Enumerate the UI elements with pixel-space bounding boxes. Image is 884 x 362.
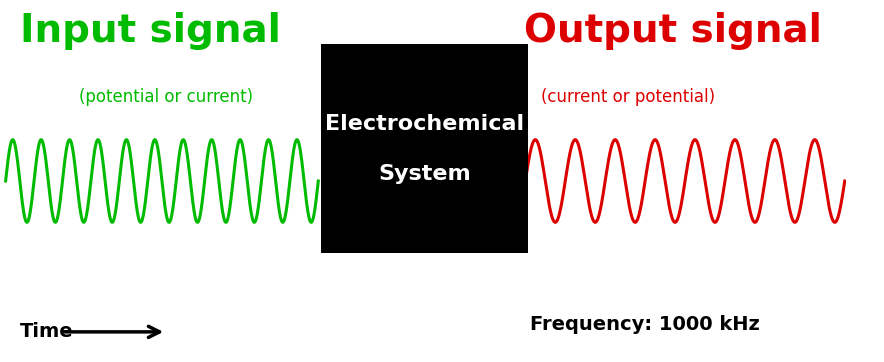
Text: System: System	[378, 164, 470, 184]
Text: Output signal: Output signal	[523, 12, 821, 50]
Text: Time: Time	[20, 323, 73, 341]
Bar	[321, 45, 528, 253]
Text: Electrochemical: Electrochemical	[324, 114, 524, 134]
Text: (potential or current): (potential or current)	[80, 88, 253, 106]
Text: Input signal: Input signal	[20, 12, 281, 50]
Text: (current or potential): (current or potential)	[540, 88, 714, 106]
Text: Frequency: 1000 kHz: Frequency: 1000 kHz	[530, 315, 759, 334]
